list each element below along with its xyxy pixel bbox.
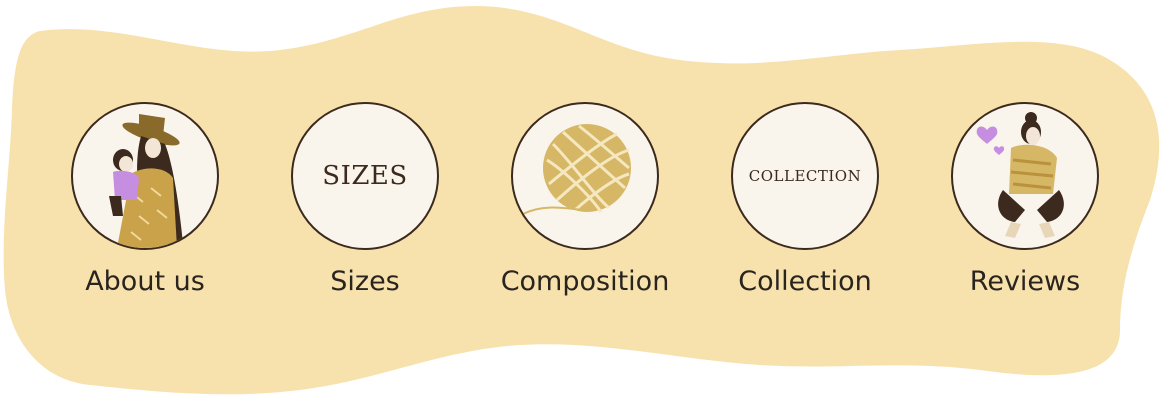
nav-item-composition[interactable]: Composition: [485, 102, 685, 312]
yarn-ball-icon: [522, 124, 631, 215]
sizes-label[interactable]: Sizes: [330, 266, 400, 297]
composition-label[interactable]: Composition: [500, 266, 670, 297]
collection-circle[interactable]: COLLECTION: [731, 102, 879, 250]
woman-with-hearts-icon: [976, 112, 1064, 238]
collection-icon-text: COLLECTION: [748, 167, 862, 185]
reviews-label[interactable]: Reviews: [969, 266, 1081, 297]
sizes-circle[interactable]: SIZES: [291, 102, 439, 250]
about-us-circle[interactable]: [71, 102, 219, 250]
composition-circle[interactable]: [511, 102, 659, 250]
sizes-icon-text: SIZES: [322, 161, 408, 191]
reviews-circle[interactable]: [951, 102, 1099, 250]
nav-item-about-us[interactable]: About us: [45, 102, 245, 312]
nav-item-sizes[interactable]: SIZES Sizes: [265, 102, 465, 312]
about-us-label[interactable]: About us: [85, 266, 205, 297]
nav-item-reviews[interactable]: Reviews: [925, 102, 1125, 312]
collection-label[interactable]: Collection: [738, 266, 872, 297]
mother-and-child-icon: [109, 114, 183, 248]
nav-item-collection[interactable]: COLLECTION Collection: [705, 102, 905, 312]
